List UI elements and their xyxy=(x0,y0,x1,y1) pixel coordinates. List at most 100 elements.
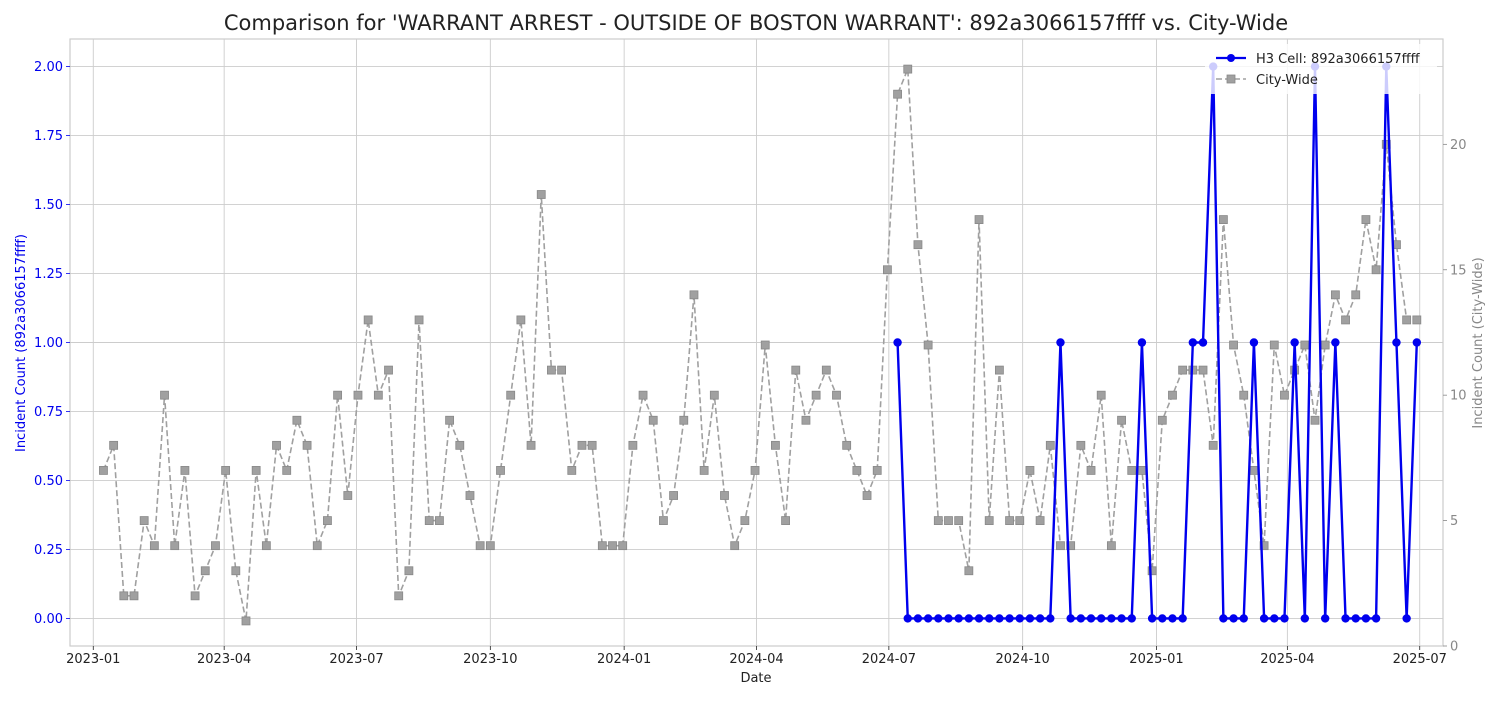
city-wide-point xyxy=(485,541,495,551)
city-wide-point xyxy=(720,491,729,500)
h3-cell-point xyxy=(1158,614,1167,623)
city-wide-point xyxy=(1229,340,1238,350)
city-wide-point xyxy=(923,340,933,350)
city-wide-point xyxy=(180,466,190,475)
city-wide-point xyxy=(1066,541,1076,551)
chart-title: Comparison for 'WARRANT ARREST - OUTSIDE… xyxy=(224,11,1288,35)
city-wide-point xyxy=(190,591,200,601)
h3-cell-point xyxy=(964,614,974,623)
city-wide-point xyxy=(699,466,709,475)
legend-marker-cell xyxy=(1227,54,1235,62)
h3-cell-point xyxy=(1371,614,1381,623)
city-wide-point xyxy=(1239,390,1249,400)
city-wide-point xyxy=(832,390,841,400)
y-left-tick-label: 0.00 xyxy=(34,612,63,627)
city-wide-point xyxy=(363,315,373,325)
h3-cell-point xyxy=(1066,614,1075,623)
h3-cell-point xyxy=(1239,614,1248,623)
y-left-tick-label: 1.25 xyxy=(34,267,63,282)
city-wide-point xyxy=(506,390,516,400)
y-left-tick-label: 0.75 xyxy=(34,405,63,420)
x-tick-label: 2025-07 xyxy=(1393,652,1447,667)
h3-cell-point xyxy=(1412,338,1422,347)
city-wide-point xyxy=(465,491,475,500)
city-wide-point xyxy=(455,440,465,450)
city-wide-point xyxy=(1412,315,1422,325)
city-wide-point xyxy=(211,541,220,551)
y-right-tick-label: 0 xyxy=(1450,640,1458,655)
x-tick-label: 2024-01 xyxy=(597,652,651,667)
h3-cell-point xyxy=(1035,614,1045,623)
y-left-tick-label: 1.75 xyxy=(34,129,63,144)
city-wide-point xyxy=(384,365,393,375)
city-wide-point xyxy=(373,390,383,400)
city-wide-point xyxy=(282,466,292,475)
city-wide-point xyxy=(679,415,689,425)
city-wide-point xyxy=(323,516,332,525)
city-wide-point xyxy=(1096,390,1106,400)
h3-cell-point xyxy=(1097,614,1106,623)
city-wide-point xyxy=(1157,415,1167,425)
city-wide-point xyxy=(241,616,251,626)
city-wide-point xyxy=(587,440,597,450)
city-wide-point xyxy=(475,541,485,551)
city-wide-point xyxy=(964,566,974,576)
city-wide-point xyxy=(129,591,139,601)
city-wide-point xyxy=(771,440,780,450)
legend-label-cell: H3 Cell: 892a3066157ffff xyxy=(1256,52,1421,67)
x-tick-label: 2023-04 xyxy=(197,652,251,667)
city-wide-point xyxy=(1147,566,1157,576)
city-wide-point xyxy=(1269,340,1279,350)
city-wide-point xyxy=(557,365,567,375)
city-wide-point xyxy=(730,541,740,551)
city-wide-point xyxy=(852,466,862,475)
city-wide-point xyxy=(709,390,719,400)
city-wide-point xyxy=(994,365,1004,375)
y-right-tick-label: 15 xyxy=(1450,263,1467,278)
city-wide-point xyxy=(1300,340,1310,350)
h3-cell-point xyxy=(1361,614,1371,623)
h3-cell-point xyxy=(985,614,994,623)
city-wide-point xyxy=(1168,390,1177,400)
city-wide-point xyxy=(435,516,444,525)
h3-cell-point xyxy=(1341,614,1350,623)
legend: H3 Cell: 892a3066157ffff City-Wide xyxy=(1205,44,1437,94)
city-wide-point xyxy=(750,466,760,475)
city-wide-point xyxy=(526,440,536,450)
city-wide-point xyxy=(272,440,281,450)
h3-cell-point xyxy=(913,614,923,623)
h3-cell-point xyxy=(1005,614,1014,623)
y-left-tick-label: 0.25 xyxy=(34,543,63,558)
city-wide-point xyxy=(760,340,770,350)
city-wide-point xyxy=(597,541,607,551)
city-wide-point xyxy=(669,491,678,500)
city-wide-point xyxy=(445,415,455,425)
city-wide-point xyxy=(292,415,302,425)
h3-cell-point xyxy=(1076,614,1086,623)
city-wide-point xyxy=(1106,541,1116,551)
h3-cell-point xyxy=(1290,338,1299,347)
x-tick-label: 2023-07 xyxy=(329,652,383,667)
h3-cell-point xyxy=(1046,614,1055,623)
city-wide-point xyxy=(261,541,271,551)
x-tick-label: 2024-07 xyxy=(862,652,916,667)
city-wide-point xyxy=(1259,541,1269,551)
x-axis-label: Date xyxy=(740,671,771,686)
h3-cell-point xyxy=(1117,614,1126,623)
city-wide-point xyxy=(811,390,821,400)
h3-cell-point xyxy=(1402,614,1411,623)
city-wide-point xyxy=(149,541,159,551)
h3-cell-point xyxy=(954,614,963,623)
y-left-tick-label: 1.00 xyxy=(34,336,63,351)
city-wide-point xyxy=(791,365,801,375)
h3-cell-point xyxy=(1025,614,1035,623)
city-wide-point xyxy=(1330,290,1340,300)
city-wide-point xyxy=(1371,265,1381,275)
city-wide-point xyxy=(1320,340,1330,350)
h3-cell-point xyxy=(1127,614,1136,623)
city-wide-point xyxy=(353,390,363,400)
city-wide-point xyxy=(913,240,923,250)
city-wide-point xyxy=(1117,415,1126,425)
city-wide-point xyxy=(1005,516,1014,525)
city-wide-point xyxy=(536,190,546,199)
